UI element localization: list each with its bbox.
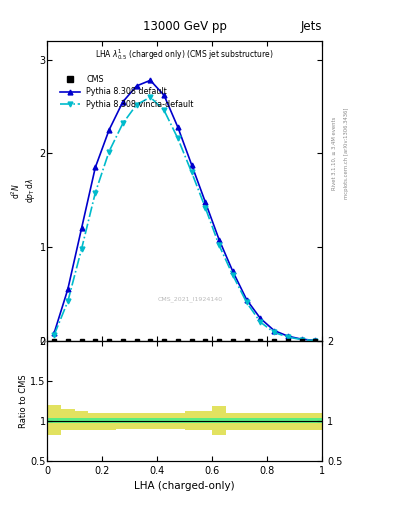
Text: 13000 GeV pp: 13000 GeV pp [143, 20, 227, 33]
Text: CMS_2021_I1924140: CMS_2021_I1924140 [158, 296, 223, 302]
Text: Jets: Jets [301, 20, 322, 33]
Legend: CMS, Pythia 8.308 default, Pythia 8.308 vincia-default: CMS, Pythia 8.308 default, Pythia 8.308 … [57, 72, 197, 112]
Text: Rivet 3.1.10, ≥ 3.4M events: Rivet 3.1.10, ≥ 3.4M events [332, 117, 337, 190]
Y-axis label: $\mathrm{d}^2N$
$\mathrm{d}p_\mathrm{T}\,\mathrm{d}\lambda$: $\mathrm{d}^2N$ $\mathrm{d}p_\mathrm{T}\… [9, 178, 37, 203]
Y-axis label: Ratio to CMS: Ratio to CMS [18, 374, 28, 428]
Text: LHA $\lambda^1_{0.5}$ (charged only) (CMS jet substructure): LHA $\lambda^1_{0.5}$ (charged only) (CM… [95, 47, 274, 62]
Text: mcplots.cern.ch [arXiv:1306.3436]: mcplots.cern.ch [arXiv:1306.3436] [344, 108, 349, 199]
X-axis label: LHA (charged-only): LHA (charged-only) [134, 481, 235, 491]
